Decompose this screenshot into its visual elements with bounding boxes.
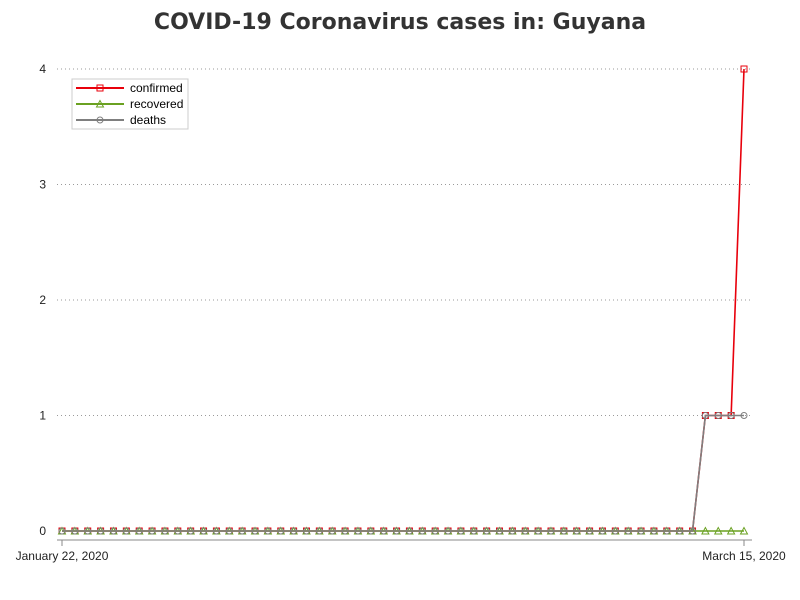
data-point-deaths [689,527,697,535]
data-point-deaths [637,527,645,535]
data-point-deaths [740,412,748,419]
data-point-deaths [187,527,195,535]
data-point-deaths [148,527,156,535]
data-point-deaths [238,527,246,535]
data-point-deaths [380,527,388,535]
data-point-deaths [174,527,182,535]
data-point-deaths [354,527,362,535]
chart-title: COVID-19 Coronavirus cases in: Guyana [153,10,647,35]
data-point-recovered [739,526,749,535]
data-point-deaths [122,527,130,535]
data-point-confirmed [740,65,748,73]
data-point-deaths [97,527,105,535]
data-point-deaths [663,527,671,535]
data-point-deaths [58,527,66,535]
data-point-deaths [598,527,606,535]
data-point-deaths [534,527,542,535]
data-point-deaths [84,527,92,535]
series-confirmed [58,65,748,535]
legend-item-deaths: deaths [76,113,166,127]
data-point-recovered [701,526,710,535]
data-point-recovered [713,526,723,535]
series-layer [57,65,749,535]
data-point-deaths [714,412,722,419]
data-point-deaths [483,527,491,535]
data-point-deaths [727,412,735,419]
data-point-deaths [315,527,323,535]
data-point-deaths [200,527,208,535]
legend-item-recovered: recovered [76,97,183,111]
legend: confirmed recovered deaths [71,78,189,130]
data-point-deaths [470,527,478,535]
data-point-deaths [586,527,594,535]
data-point-deaths [277,527,285,535]
data-point-deaths [611,527,619,535]
data-point-deaths [701,412,709,419]
series-deaths [58,412,748,535]
y-tick-label: 1 [39,409,46,423]
data-point-deaths [393,527,401,535]
data-point-deaths [109,527,117,535]
data-point-deaths [367,527,375,535]
legend-label: recovered [130,97,183,111]
data-point-deaths [161,527,169,535]
data-point-deaths [573,527,581,535]
data-point-deaths [547,527,555,535]
data-point-deaths [431,527,439,535]
data-point-deaths [71,527,79,535]
data-point-deaths [418,527,426,535]
data-point-deaths [624,527,632,535]
data-point-deaths [496,527,504,535]
series-line-deaths [62,414,744,532]
y-tick-label: 2 [39,293,46,307]
data-point-deaths [251,527,259,535]
legend-marker-triangle [95,99,105,108]
data-point-deaths [264,527,272,535]
legend-label: confirmed [130,81,183,95]
y-tick-label: 4 [39,62,46,76]
data-point-deaths [405,527,413,535]
y-tick-label: 3 [39,178,46,192]
axes: 0 1 2 3 4 January 22, 2020 March 15, 2020 [16,62,786,563]
data-point-deaths [650,527,658,535]
data-point-deaths [341,527,349,535]
data-point-deaths [508,527,516,535]
data-point-deaths [676,527,684,535]
legend-label: deaths [130,113,166,127]
data-point-deaths [212,527,220,535]
legend-marker-square [96,84,104,92]
legend-item-confirmed: confirmed [76,81,183,95]
data-point-deaths [290,527,298,535]
data-point-deaths [560,527,568,535]
data-point-deaths [302,527,310,535]
data-point-deaths [457,527,465,535]
x-tick-label: March 15, 2020 [702,549,786,563]
data-point-deaths [135,527,143,535]
x-tick-label: January 22, 2020 [16,549,109,563]
data-point-deaths [328,527,336,535]
data-point-deaths [444,527,452,535]
legend-marker-circle [96,116,104,124]
y-tick-label: 0 [39,524,46,538]
data-point-recovered [726,526,736,535]
data-point-deaths [225,527,233,535]
data-point-deaths [521,527,529,535]
